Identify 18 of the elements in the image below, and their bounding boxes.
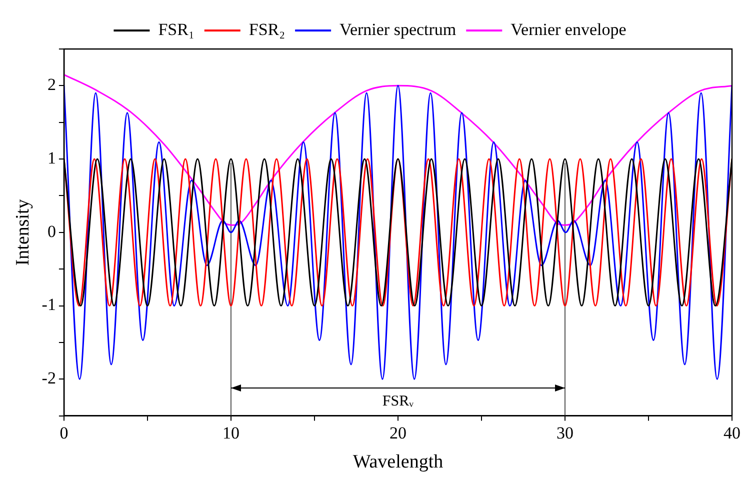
y-tick-label: 0 <box>47 222 56 241</box>
x-tick-label: 0 <box>60 423 68 442</box>
x-tick-label: 30 <box>556 423 574 442</box>
x-axis-title: Wavelength <box>352 452 444 473</box>
line-series <box>64 74 732 226</box>
legend-label: Vernier spectrum <box>340 20 456 39</box>
legend-label: Vernier envelope <box>510 20 626 39</box>
legend-label: FSR₂ <box>248 20 286 39</box>
x-tick-label: 20 <box>389 423 406 442</box>
annotation: FSRᵥ <box>382 394 414 410</box>
y-tick-label: 1 <box>47 148 56 168</box>
y-tick-label: -2 <box>42 368 56 388</box>
y-axis-title: Intensity <box>12 198 34 266</box>
legend-label: FSR₁ <box>158 20 194 39</box>
y-tick-label: -1 <box>42 295 56 314</box>
x-tick-label: 10 <box>222 423 240 442</box>
x-tick-label: 40 <box>724 423 740 442</box>
y-tick-label: 2 <box>47 75 56 94</box>
